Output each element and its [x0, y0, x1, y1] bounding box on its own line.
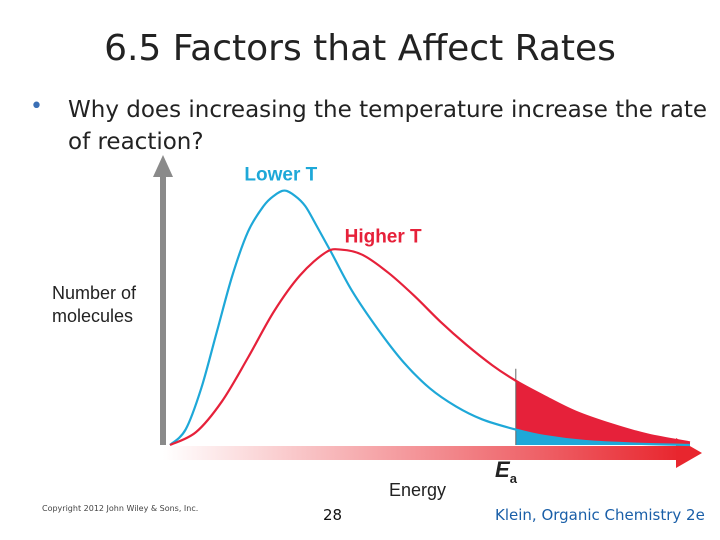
y-axis-arrowhead [153, 155, 173, 177]
area-layer [515, 368, 690, 445]
x-axis-label: Energy [389, 480, 446, 500]
page-number: 28 [323, 506, 343, 524]
series-label-higher-t: Higher T [345, 227, 422, 248]
y-axis-label-line1: Number of [52, 283, 137, 303]
y-axis-label-line2: molecules [52, 306, 133, 326]
y-axis-line [160, 175, 166, 445]
series-label-lower-t: Lower T [244, 165, 317, 186]
bullet-dot: • [30, 94, 43, 119]
higher-t-tail-area [515, 380, 690, 445]
label-layer: Number of molecules Energy Ea Lower T Hig… [52, 165, 518, 500]
higher-t-curve [169, 248, 691, 447]
energy-axis-bar [163, 446, 680, 460]
activation-energy-symbol: E [495, 457, 511, 482]
slide-title: 6.5 Factors that Affect Rates [104, 28, 616, 69]
footer-book-reference: Klein, Organic Chemistry 2e [495, 506, 705, 524]
lower-t-curve [169, 189, 691, 447]
activation-energy-label: Ea [495, 457, 518, 486]
curve-layer [169, 189, 691, 447]
footer-copyright: Copyright 2012 John Wiley & Sons, Inc. [42, 504, 199, 513]
activation-energy-subscript: a [510, 471, 518, 486]
bullet-question-text: Why does increasing the temperature incr… [68, 97, 707, 155]
lower-t-tail-area [515, 429, 690, 445]
axes [153, 155, 702, 468]
